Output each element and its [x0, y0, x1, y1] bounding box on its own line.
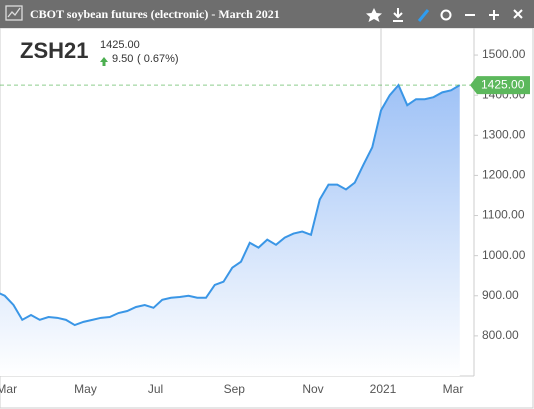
chart: ZSH21 1425.00 9.50 ( 0.67%) Mar May Jul Sep…	[0, 28, 534, 409]
y-tick-label: 900.00	[482, 288, 519, 302]
y-tick-label: 800.00	[482, 328, 519, 342]
window-title: CBOT soybean futures (electronic) - Marc…	[30, 7, 280, 21]
settings[interactable]	[440, 9, 452, 21]
app-icon-line	[7, 7, 21, 18]
y-tick-label: 1200.00	[482, 168, 526, 182]
app-icon	[5, 5, 23, 21]
area-fill	[0, 85, 460, 376]
price-tag	[470, 76, 530, 95]
title-bar: CBOT soybean futures (electronic) - Marc…	[0, 0, 534, 28]
change-percent: ( 0.67%)	[137, 53, 179, 65]
y-tick-label: 1000.00	[482, 248, 526, 262]
last-price: 1425.00	[100, 39, 140, 51]
up-arrow	[100, 57, 108, 66]
draw[interactable]	[417, 9, 430, 22]
title-icons	[5, 5, 523, 22]
favorite[interactable]	[366, 8, 382, 22]
x-tick-label: 2021	[370, 382, 397, 396]
x-tick-label: May	[74, 382, 97, 396]
change: 9.50	[112, 53, 133, 65]
x-tick-label: Mar	[0, 382, 17, 396]
maximize[interactable]	[489, 10, 499, 20]
symbol: ZSH21	[20, 38, 88, 63]
x-tick-label: Mar	[443, 382, 464, 396]
close[interactable]	[513, 9, 523, 19]
y-tick-label: 1500.00	[482, 47, 526, 61]
download[interactable]	[393, 8, 403, 22]
x-tick-label: Jul	[148, 382, 163, 396]
price-tag-label: 1425.00	[481, 77, 525, 91]
price-line	[0, 83, 461, 327]
y-tick-label: 1300.00	[482, 127, 526, 141]
x-tick-label: Sep	[224, 382, 246, 396]
y-tick-label: 1100.00	[482, 208, 525, 222]
frame	[0, 28, 534, 409]
x-tick-label: Nov	[302, 382, 323, 396]
